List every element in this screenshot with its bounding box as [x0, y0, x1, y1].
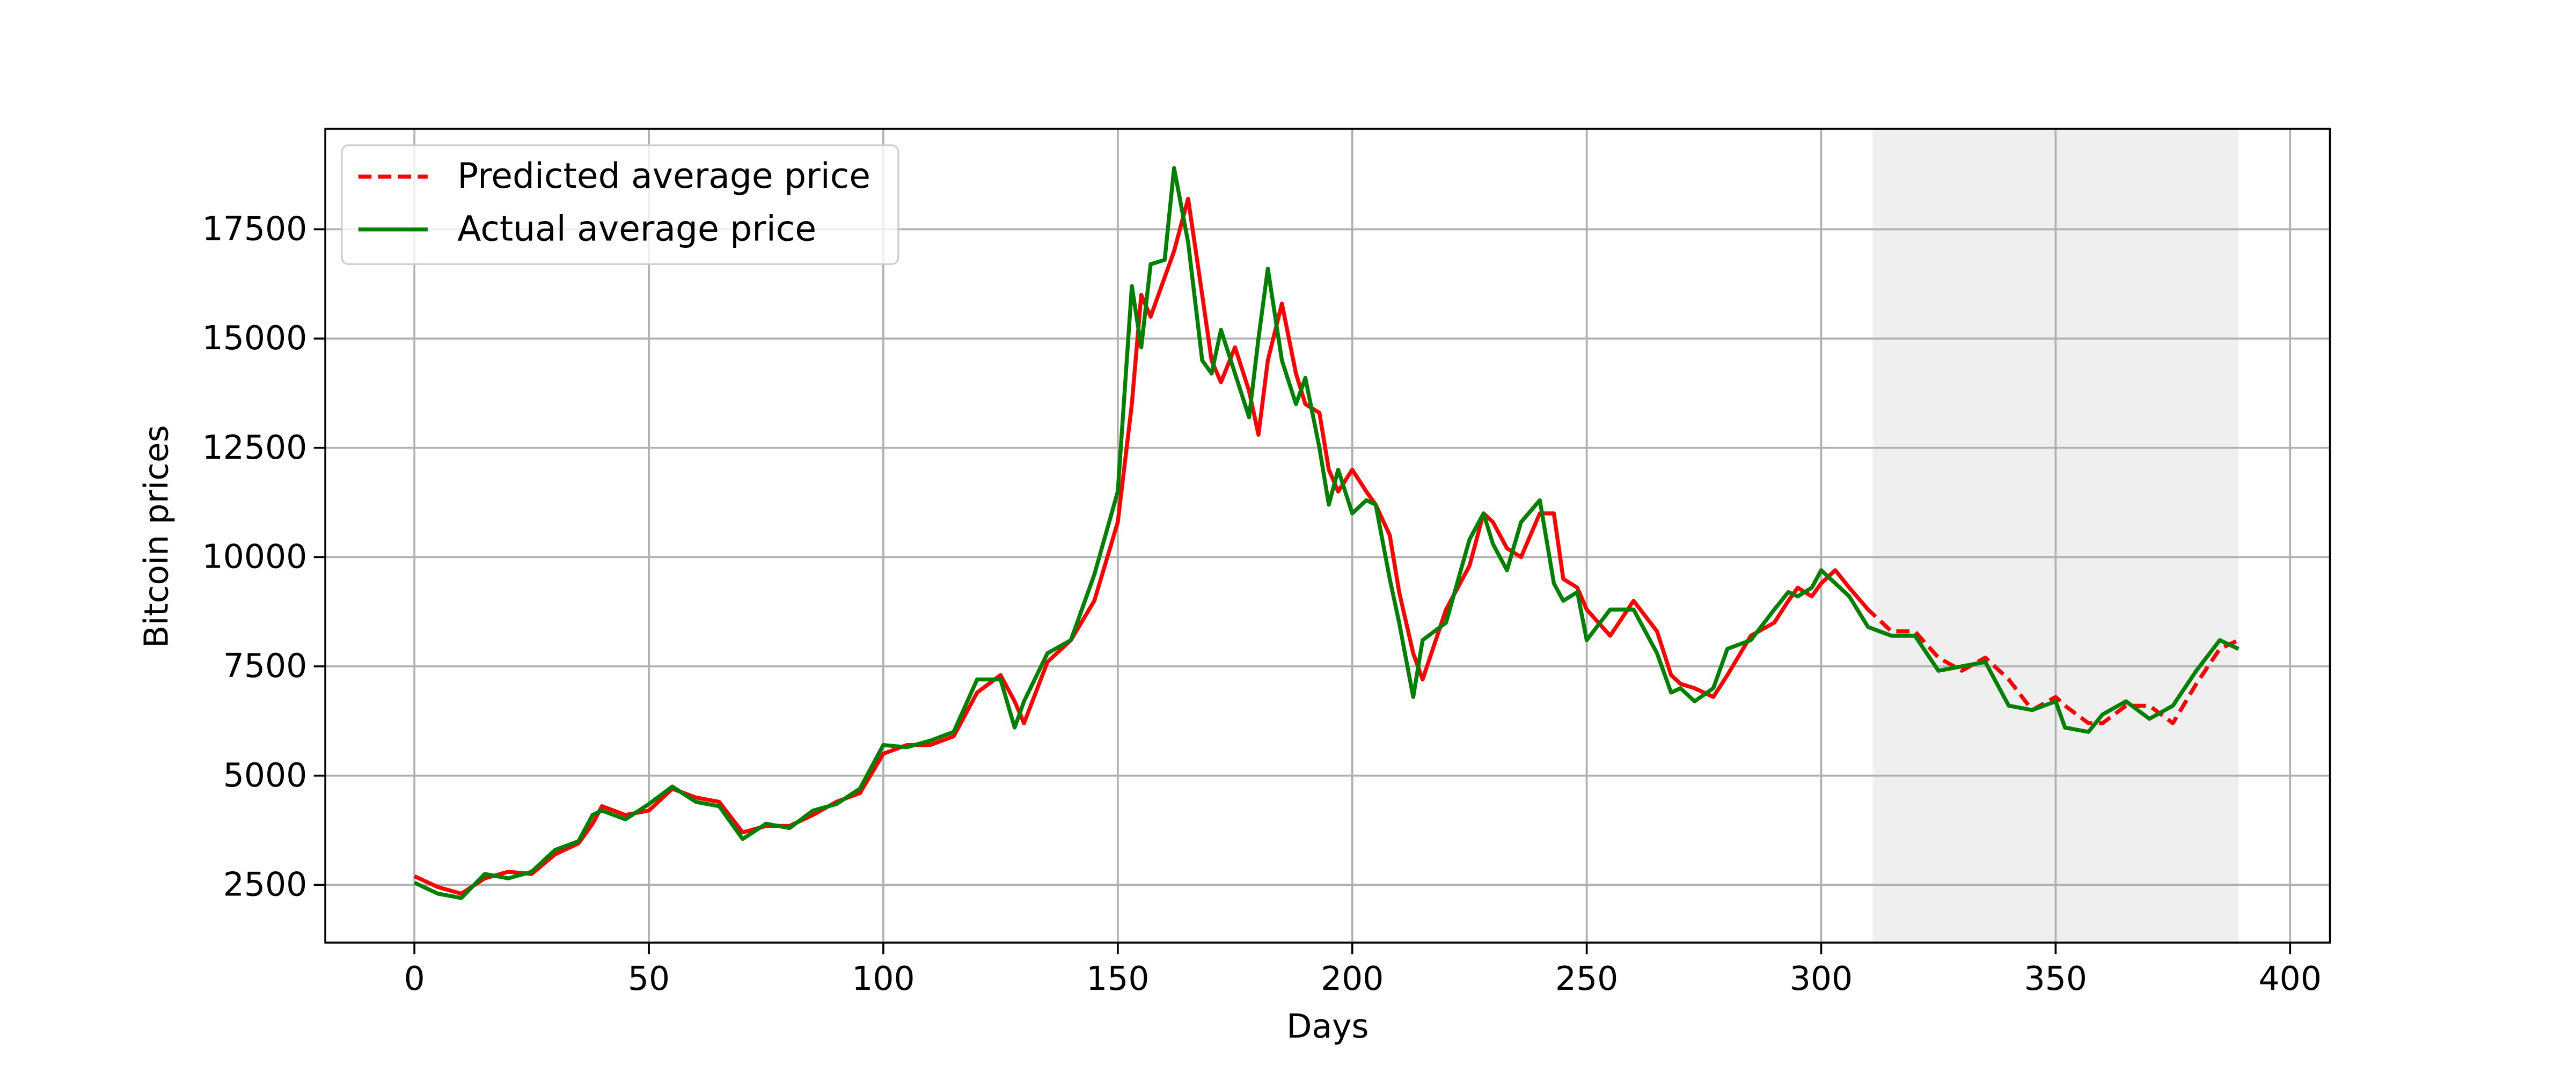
y-tick-label: 2500 [223, 865, 308, 904]
legend-label: Predicted average price [457, 156, 870, 196]
y-tick-label: 17500 [202, 210, 308, 248]
plot-frame [324, 128, 2331, 944]
legend: Predicted average price Actual average pr… [341, 144, 899, 265]
x-tick-label: 400 [2259, 959, 2322, 998]
y-tick-label: 12500 [202, 428, 308, 467]
y-tick-label: 10000 [202, 538, 308, 576]
y-tick-label: 15000 [202, 319, 308, 357]
x-tick-label: 150 [1086, 959, 1149, 998]
x-tick-label: 100 [852, 959, 914, 998]
x-tick-label: 200 [1321, 959, 1384, 998]
x-tick-label: 250 [1555, 959, 1618, 998]
y-axis-label: Bitcoin prices [137, 425, 175, 648]
y-tick-label: 7500 [223, 646, 308, 685]
x-axis-label: Days [1286, 1007, 1369, 1046]
x-tick-label: 300 [1790, 959, 1853, 998]
x-tick-label: 350 [2024, 959, 2087, 998]
legend-label: Actual average price [457, 209, 816, 249]
line-series [413, 166, 2240, 900]
legend-box [341, 144, 899, 265]
y-tick-label: 5000 [223, 756, 308, 795]
x-tick-label: 0 [404, 959, 425, 998]
x-tick-label: 50 [628, 959, 670, 998]
